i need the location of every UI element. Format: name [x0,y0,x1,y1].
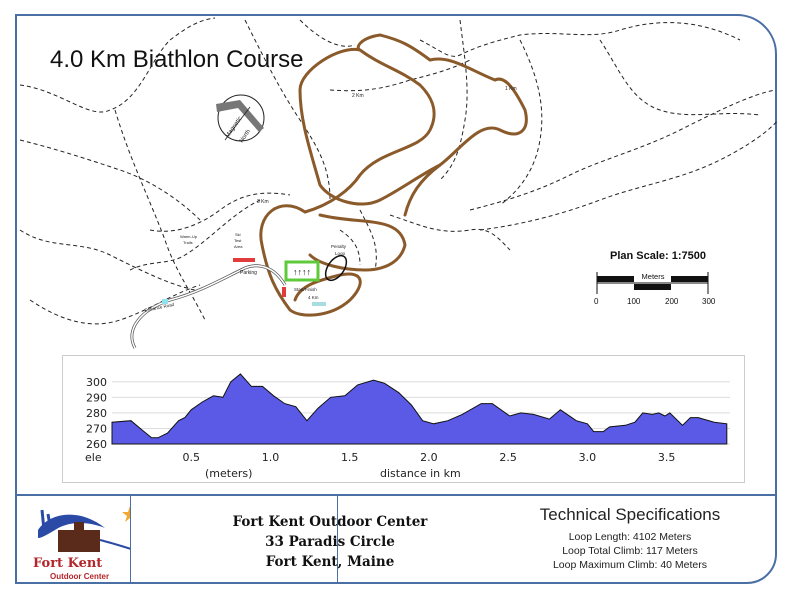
entrance-road-label: Entrance Road [144,302,175,313]
y-tick-label: 290 [86,391,107,404]
address-line: Fort Kent, Maine [265,554,395,570]
page-frame [15,14,777,584]
y-axis-label: (meters) [205,467,252,480]
address-line: 33 Paradis Circle [265,534,395,550]
elevation-chart: 300 290 280 270 260 0.5 1.0 1.5 2.0 2.5 3.0 3.5 el… [85,373,730,480]
y-axis-prefix: ele [85,451,102,464]
compass-icon [216,94,265,142]
target-icons: ↑↑↑↑ [293,267,311,277]
parking-marker [233,258,255,262]
penalty-loop-label-2: Loop [335,251,346,256]
x-tick-label: 2.0 [420,451,438,464]
spec-line: Loop Length: 4102 Meters [568,531,692,543]
y-tick-label: 300 [86,376,107,389]
address-block: Fort Kent Outdoor Center 33 Paradis Circ… [180,512,480,572]
footer-column-divider [337,495,338,583]
ski-test-label: Ski [235,232,241,237]
y-tick-label: 260 [86,438,107,451]
scale-tick: 100 [627,297,641,306]
warmup-label: Warm-Up [180,234,198,239]
scale-tick: 300 [702,297,716,306]
scale-tick: 0 [594,297,599,306]
footer-divider [17,494,775,496]
scale-unit: Meters [642,272,665,281]
elevation-chart-box [62,355,745,483]
course-map: ↑↑↑↑ Magnetic North 1 Km 2 Km 3 Km 4 Km … [19,17,779,349]
x-tick-label: 1.5 [341,451,359,464]
logo-text: Fort Kent [33,556,103,571]
shooting-range [284,260,320,282]
spec-line: Loop Maximum Climb: 40 Meters [552,559,708,571]
ski-trails [19,17,779,325]
penalty-loop [324,254,348,282]
scale-tick: 200 [665,297,679,306]
x-tick-label: 3.0 [579,451,597,464]
y-tick-label: 270 [86,422,107,435]
x-tick-label: 3.5 [658,451,676,464]
address-line: Fort Kent Outdoor Center [232,514,428,530]
elevation-area [111,373,728,445]
scale-title: Plan Scale: 1:7500 [610,250,707,262]
x-tick-label: 0.5 [182,451,200,464]
fort-kent-logo [38,506,130,552]
footer-column-divider [130,495,131,583]
y-tick-label: 280 [86,407,107,420]
km4-marker: 4 Km [308,295,319,300]
parking-label: Parking [240,270,257,276]
km1-marker: 1 Km [505,86,517,92]
x-tick-label: 1.0 [262,451,280,464]
km2-marker: 2 Km [352,93,364,99]
x-tick-label: 2.5 [499,451,517,464]
map-title: 4.0 Km Biathlon Course [50,46,304,73]
km3-marker: 3 Km [257,199,269,205]
penalty-loop-label: Penalty [331,244,347,249]
scale-bar: Meters [596,271,709,294]
warmup-label-2: Trails [183,240,193,245]
start-finish-label: Start/Finish [294,287,317,292]
ski-test-label-3: Area [234,244,243,249]
spec-line: Loop Total Climb: 117 Meters [562,545,698,557]
spec-title: Technical Specifications [539,505,721,524]
x-axis-label: distance in km [380,467,461,480]
ski-test-label-2: Test [234,238,242,243]
logo-subtext: Outdoor Center [50,572,110,581]
